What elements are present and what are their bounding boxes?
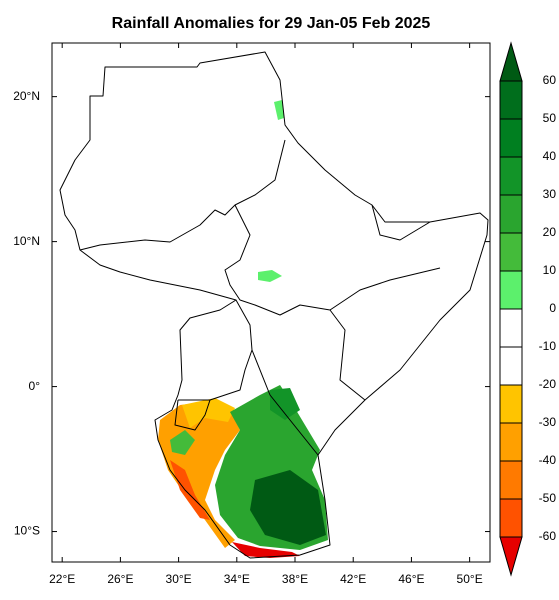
colorbar: 60 50 40 30 20 10 0 -10 -20 -30 -40 -50 -60	[499, 41, 557, 577]
country-borders	[59, 51, 489, 559]
colorbar-box	[499, 270, 523, 310]
colorbar-label: -40	[539, 453, 557, 467]
sudan-border	[79, 139, 286, 251]
colorbar-label: 50	[543, 111, 557, 125]
colorbar-label: 0	[549, 301, 556, 315]
x-tick-label: 30°E	[166, 572, 192, 586]
x-tick-label: 34°E	[224, 572, 250, 586]
colorbar-box	[499, 460, 523, 500]
rwanda-burundi-border	[174, 399, 211, 431]
colorbar-label: 60	[543, 73, 557, 87]
axes: 22°E 26°E 30°E 34°E 38°E 42°E 46°E 50°E 20°N 10°N…	[13, 43, 490, 586]
colorbar-box	[499, 498, 523, 538]
colorbar-label: -10	[539, 339, 557, 353]
dry-anomaly	[182, 398, 235, 428]
y-tick-label: 10°S	[14, 524, 40, 538]
colorbar-box	[499, 156, 523, 196]
kenya-border	[251, 349, 319, 456]
colorbar-box	[499, 80, 523, 120]
colorbar-label: 40	[543, 149, 557, 163]
colorbar-box	[499, 422, 523, 462]
anomaly-field	[158, 100, 328, 558]
y-tick-label: 0°	[29, 379, 41, 393]
dry-anomaly	[232, 542, 300, 558]
wet-anomaly	[270, 388, 300, 420]
colorbar-label: -50	[539, 491, 557, 505]
y-tick-label: 10°N	[13, 234, 40, 248]
somalia-border	[329, 309, 366, 401]
x-tick-label: 42°E	[340, 572, 366, 586]
wet-anomaly	[274, 100, 284, 120]
colorbar-label: -60	[539, 529, 557, 543]
wet-anomaly	[258, 270, 282, 282]
colorbar-triangle	[499, 41, 523, 82]
colorbar-box	[499, 384, 523, 424]
x-tick-label: 38°E	[282, 572, 308, 586]
djibouti-border	[371, 204, 431, 241]
colorbar-box	[499, 232, 523, 272]
colorbar-triangle	[499, 536, 523, 577]
x-tick-label: 26°E	[107, 572, 133, 586]
region-outline	[59, 51, 489, 559]
wet-anomaly	[170, 430, 195, 455]
colorbar-box	[499, 346, 523, 386]
ethiopia-border	[224, 204, 441, 316]
colorbar-label: 10	[543, 263, 557, 277]
wet-anomaly	[250, 470, 326, 545]
map-title: Rainfall Anomalies for 29 Jan-05 Feb 202…	[112, 15, 431, 32]
colorbar-box	[499, 194, 523, 234]
y-tick-label: 20°N	[13, 89, 40, 103]
x-tick-label: 46°E	[398, 572, 424, 586]
x-tick-label: 50°E	[457, 572, 483, 586]
colorbar-label: 30	[543, 187, 557, 201]
colorbar-label: -30	[539, 415, 557, 429]
colorbar-box	[499, 308, 523, 348]
x-tick-label: 22°E	[49, 572, 75, 586]
colorbar-box	[499, 118, 523, 158]
colorbar-label: 20	[543, 225, 557, 239]
colorbar-label: -20	[539, 377, 557, 391]
